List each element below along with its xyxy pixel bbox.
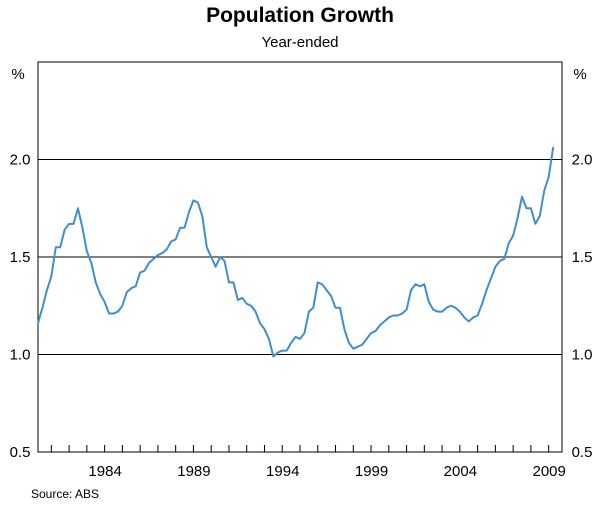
chart-subtitle: Year-ended (261, 34, 339, 51)
x-tick-label: 2009 (532, 463, 565, 480)
y-tick-label-right: 1.0 (572, 347, 593, 364)
x-tick-label: 1984 (88, 463, 121, 480)
y-axis-unit-right: % (573, 66, 586, 83)
x-tick-label: 1994 (266, 463, 299, 480)
y-tick-label-left: 1.0 (10, 347, 31, 364)
series-line-population-growth (37, 146, 555, 358)
x-tick-label: 1999 (355, 463, 388, 480)
x-tick-label: 2004 (444, 463, 477, 480)
x-tick-label: 1989 (177, 463, 210, 480)
y-tick-label-left: 0.5 (10, 444, 31, 461)
y-tick-label-right: 1.5 (572, 249, 593, 266)
y-tick-label-left: 2.0 (10, 152, 31, 169)
chart-title: Population Growth (206, 4, 394, 27)
y-tick-label-left: 1.5 (10, 249, 31, 266)
y-tick-label-right: 2.0 (572, 152, 593, 169)
chart-source: Source: ABS (31, 487, 100, 501)
y-axis-unit-left: % (11, 66, 24, 83)
y-tick-label-right: 0.5 (572, 444, 593, 461)
